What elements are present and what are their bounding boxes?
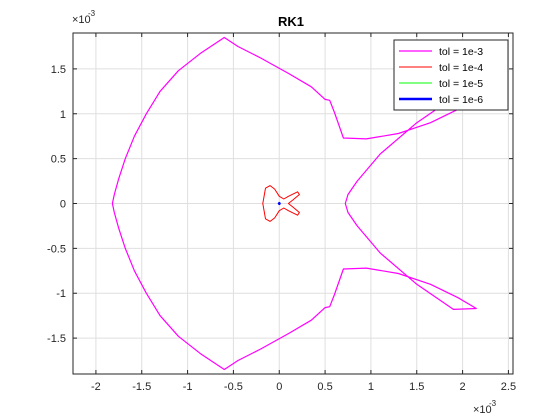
y-tick-label: -1.5 [47,333,66,345]
x-tick-label: 0.5 [317,381,332,393]
x-axis-exponent: ×10 -3 [473,399,497,416]
series-lines [111,36,477,371]
y-tick-label: 1 [60,109,66,121]
y-tick-label: 0 [60,199,66,211]
y-exponent-base: ×10 [72,14,91,26]
y-tick-label: -0.5 [47,243,66,255]
y-axis-exponent: ×10 -3 [72,9,96,26]
series-line-1 [111,36,477,371]
x-tick-label: -0.5 [224,381,243,393]
legend-label-1: tol = 1e-3 [439,46,483,58]
ticks: -2 -1.5 -1 -0.5 0 0.5 1 1.5 2 2.5 -1.5 -1 -0.5 0 0.5 1 1… [47,33,516,393]
series-line-4 [277,201,281,206]
x-tick-label: 1 [368,381,374,393]
x-tick-label: 2 [460,381,466,393]
x-tick-label: -1.5 [132,381,151,393]
x-tick-label: -1 [183,381,193,393]
y-tick-label: 1.5 [51,64,66,76]
legend-label-4: tol = 1e-6 [439,94,483,106]
x-tick-label: 0 [276,381,282,393]
x-tick-label: 1.5 [409,381,424,393]
x-exponent-base: ×10 [473,404,492,416]
series-line-2 [262,185,300,222]
legend-label-2: tol = 1e-4 [439,62,483,74]
y-exponent-power: -3 [88,9,96,18]
legend: tol = 1e-3 tol = 1e-4 tol = 1e-5 tol = 1e-6 [393,39,509,111]
x-tick-label: -2 [91,381,101,393]
x-exponent-power: -3 [489,399,497,408]
chart-title: RK1 [278,14,304,29]
y-tick-label: 0.5 [51,154,66,166]
y-tick-label: -1 [56,288,66,300]
legend-label-3: tol = 1e-5 [439,78,483,90]
x-tick-label: 2.5 [501,381,516,393]
